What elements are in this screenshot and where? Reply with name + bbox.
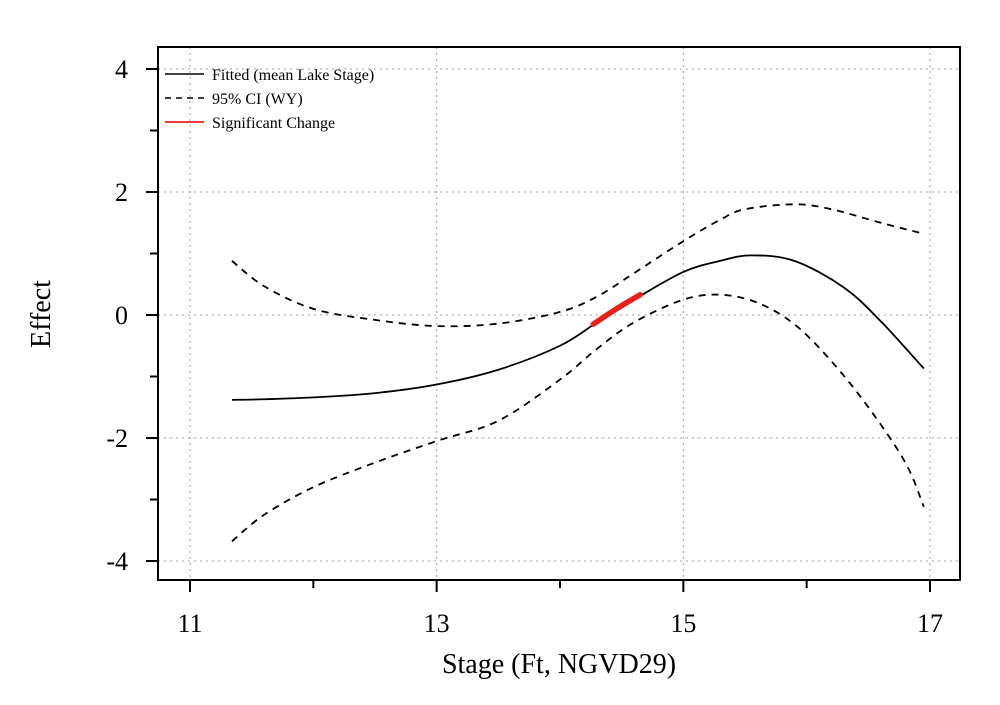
y-axis-title: Effect [26,280,57,348]
significant-change-line [590,291,643,327]
axis-ticks: 11 13 15 17 -4 -2 0 2 4 [106,55,943,638]
legend-label-fitted: Fitted (mean Lake Stage) [212,67,374,84]
legend: Fitted (mean Lake Stage) 95% CI (WY) Sig… [165,67,374,132]
ci-lower-line [231,293,925,543]
y-tick-label: -4 [106,547,128,576]
grid-lines [158,47,960,580]
legend-label-significant: Significant Change [212,115,335,132]
x-tick-label: 15 [670,609,696,638]
series-lines [231,203,925,543]
x-axis-title: Stage (Ft, NGVD29) [442,649,676,680]
x-tick-label: 17 [917,609,943,638]
y-tick-label: 0 [115,301,128,330]
y-tick-label: -2 [106,424,128,453]
fitted-line [231,254,925,401]
y-tick-label: 2 [115,178,128,207]
legend-label-ci: 95% CI (WY) [212,91,303,108]
x-tick-label: 13 [424,609,450,638]
ci-upper-line [231,203,925,328]
x-tick-label: 11 [177,609,202,638]
y-tick-label: 4 [115,55,128,84]
